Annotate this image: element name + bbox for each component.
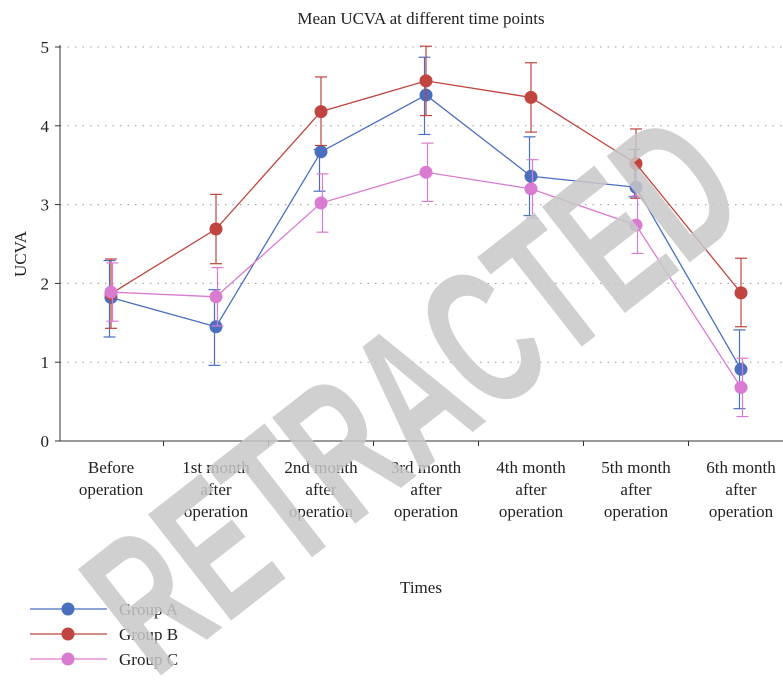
x-tick-label-line: after <box>305 480 336 499</box>
data-point <box>734 286 748 300</box>
x-tick-label: 2nd month after operation <box>284 458 358 521</box>
data-point <box>524 182 538 196</box>
x-tick-label-line: operation <box>79 480 144 499</box>
data-point <box>629 218 643 232</box>
x-tick-label-line: after <box>620 480 651 499</box>
x-tick-label-line: after <box>515 480 546 499</box>
data-point <box>629 157 643 171</box>
x-tick-label-line: operation <box>709 502 774 521</box>
series-group-b <box>104 45 748 329</box>
x-tick-label: 1st month after operation <box>182 458 250 521</box>
legend-label: Group B <box>119 625 178 644</box>
legend-entry: Group C <box>30 650 178 669</box>
x-tick-label-line: Before <box>88 458 134 477</box>
legend-label: Group C <box>119 650 178 669</box>
legend-entry: Group A <box>30 600 179 619</box>
series-group-c <box>104 142 749 418</box>
legend: Group A Group B Group C <box>30 600 179 669</box>
y-tick-label: 0 <box>41 432 50 451</box>
legend-marker <box>61 627 75 641</box>
data-point <box>314 196 328 210</box>
x-tick-label-line: 5th month <box>601 458 671 477</box>
y-tick-label: 2 <box>41 274 50 293</box>
x-tick-label: 6th month after operation <box>706 458 776 521</box>
data-point <box>209 290 223 304</box>
x-tick-label-line: 2nd month <box>284 458 358 477</box>
x-tick-label-line: 1st month <box>182 458 250 477</box>
axes <box>55 45 783 446</box>
x-tick-label-line: 6th month <box>706 458 776 477</box>
legend-label: Group A <box>119 600 179 619</box>
x-tick-label: 3rd month after operation <box>391 458 462 521</box>
x-tick-label: 4th month after operation <box>496 458 566 521</box>
data-point <box>209 222 223 236</box>
data-point <box>209 320 223 334</box>
chart-title: Mean UCVA at different time points <box>297 9 544 28</box>
x-tick-label-line: after <box>200 480 231 499</box>
data-point <box>524 169 538 183</box>
data-point <box>734 380 748 394</box>
legend-entry: Group B <box>30 625 178 644</box>
y-tick-label: 5 <box>41 38 50 57</box>
x-axis-label: Times <box>400 578 442 597</box>
series-layer <box>103 45 749 418</box>
legend-marker <box>61 652 75 666</box>
data-point <box>104 285 118 299</box>
x-tick-label-line: after <box>725 480 756 499</box>
y-tick-labels: 0 1 2 3 4 5 <box>41 38 50 451</box>
x-tick-label-line: operation <box>499 502 564 521</box>
x-tick-label-line: 4th month <box>496 458 566 477</box>
x-tick-label-line: after <box>410 480 441 499</box>
y-tick-label: 1 <box>41 353 50 372</box>
x-tick-label-line: operation <box>184 502 249 521</box>
y-tick-label: 4 <box>41 117 50 136</box>
data-point <box>419 74 433 88</box>
x-tick-label: 5th month after operation <box>601 458 671 521</box>
data-point <box>419 165 433 179</box>
legend-marker <box>61 602 75 616</box>
x-tick-label-line: operation <box>604 502 669 521</box>
x-tick-label-line: operation <box>289 502 354 521</box>
x-tick-label-line: operation <box>394 502 459 521</box>
gridlines <box>60 46 783 363</box>
data-point <box>314 105 328 119</box>
data-point <box>524 90 538 104</box>
x-tick-label-line: 3rd month <box>391 458 462 477</box>
x-tick-label: Before operation <box>79 458 144 499</box>
y-tick-label: 3 <box>41 196 50 215</box>
data-point <box>734 362 748 376</box>
data-point <box>314 145 328 159</box>
y-axis-label: UCVA <box>11 230 30 277</box>
